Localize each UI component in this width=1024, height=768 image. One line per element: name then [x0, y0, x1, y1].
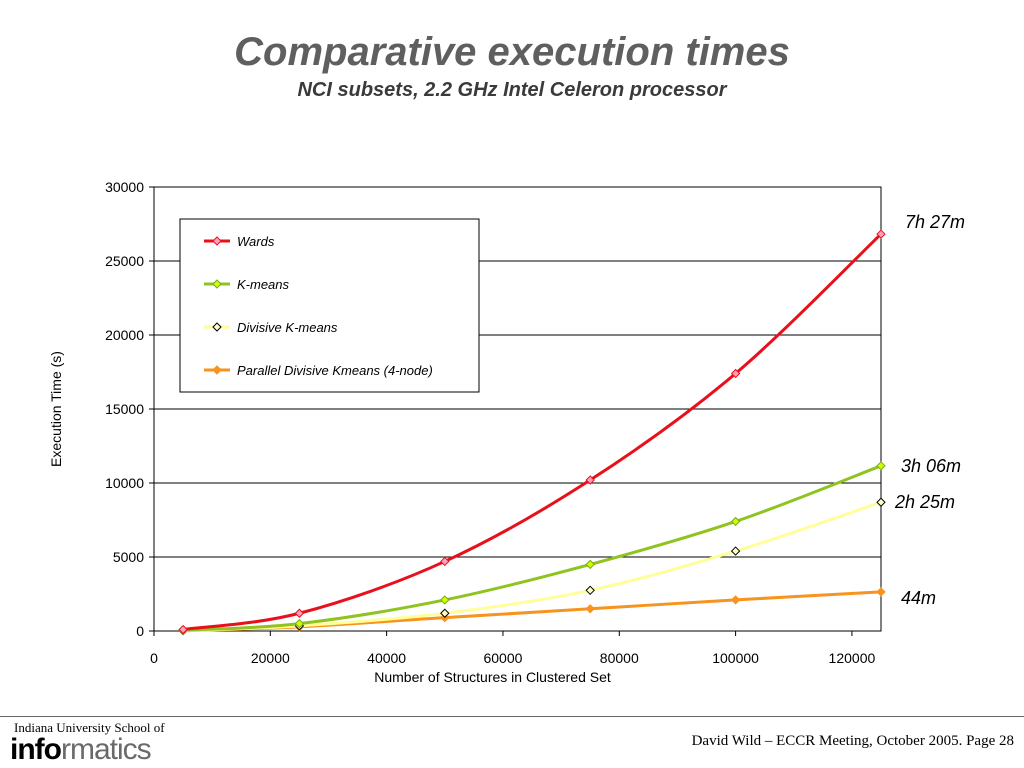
legend-entry-label: Wards	[237, 234, 275, 249]
y-axis-label: Execution Time (s)	[48, 351, 64, 467]
data-point-wards	[294, 608, 305, 618]
footer-divider	[0, 716, 1024, 717]
data-point-wards	[876, 229, 886, 239]
legend-swatch-marker	[212, 279, 222, 289]
slide-subtitle: NCI subsets, 2.2 GHz Intel Celeron proce…	[297, 79, 727, 101]
y-tick-label: 20000	[105, 327, 144, 343]
x-tick-label: 60000	[483, 650, 522, 666]
legend-box	[179, 218, 480, 393]
y-tick-label: 30000	[105, 179, 144, 195]
data-point-k-means	[440, 595, 450, 605]
end-annotation: 7h 27m	[905, 212, 965, 232]
data-point-divisive-k-means	[440, 608, 450, 618]
data-point-divisive-k-means	[585, 585, 595, 596]
institution-line: Indiana University School of	[14, 720, 165, 735]
data-point-wards	[730, 368, 741, 379]
data-point-parallel-divisive-kmeans-4-node	[730, 595, 741, 605]
x-tick-label: 20000	[251, 650, 290, 666]
data-point-wards	[178, 624, 188, 635]
data-point-wards	[585, 475, 595, 485]
data-point-parallel-divisive-kmeans-4-node	[876, 587, 886, 597]
end-annotation: 3h 06m	[901, 456, 961, 476]
legend-swatch-marker	[212, 365, 222, 375]
x-tick-label: 100000	[712, 650, 759, 666]
legend-entry-label: K-means	[237, 277, 290, 292]
title-block: Comparative execution times NCI subsets,…	[0, 26, 1024, 102]
data-point-k-means	[730, 516, 741, 527]
y-tick-label: 15000	[105, 401, 144, 417]
informatics-logo: informatics	[10, 733, 152, 767]
data-point-k-means	[585, 559, 595, 570]
x-tick-label: 0	[150, 650, 158, 666]
y-tick-label: 10000	[105, 475, 144, 491]
x-axis-label: Number of Structures in Clustered Set	[374, 669, 611, 685]
legend-entry-label: Parallel Divisive Kmeans (4-node)	[237, 363, 433, 378]
legend-entry-label: Divisive K-means	[237, 320, 338, 335]
data-point-k-means	[294, 618, 305, 629]
data-point-divisive-k-means	[730, 546, 741, 556]
x-tick-label: 40000	[367, 650, 406, 666]
legend-swatch-marker	[212, 322, 222, 332]
footer-page-info: David Wild – ECCR Meeting, October 2005.…	[691, 733, 1014, 749]
x-tick-label: 120000	[829, 650, 876, 666]
legend-swatch-marker	[212, 236, 222, 246]
y-tick-label: 25000	[105, 253, 144, 269]
slide-title: Comparative execution times	[234, 30, 790, 74]
data-point-parallel-divisive-kmeans-4-node	[585, 604, 595, 614]
logo-bold-part: info	[10, 733, 62, 766]
y-tick-label: 5000	[113, 549, 144, 565]
end-annotation: 44m	[901, 588, 936, 608]
data-point-k-means	[876, 461, 886, 471]
logo-rest-part: rmatics	[60, 733, 152, 766]
data-point-wards	[440, 556, 450, 567]
y-tick-label: 0	[136, 623, 144, 639]
x-tick-label: 80000	[600, 650, 639, 666]
execution-time-chart: 0 5000 10000 15000 20000 25000 30000 0 20000 4000…	[48, 179, 965, 685]
data-point-divisive-k-means	[876, 497, 886, 507]
end-annotation: 2h 25m	[894, 492, 955, 512]
